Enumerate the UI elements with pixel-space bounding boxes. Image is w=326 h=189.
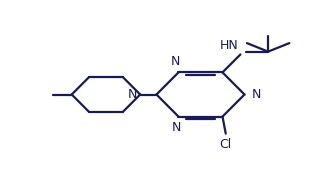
Text: N: N <box>252 88 261 101</box>
Text: Cl: Cl <box>220 138 232 151</box>
Text: N: N <box>172 121 182 134</box>
Text: N: N <box>171 55 181 68</box>
Text: N: N <box>128 88 138 101</box>
Text: HN: HN <box>220 39 239 52</box>
